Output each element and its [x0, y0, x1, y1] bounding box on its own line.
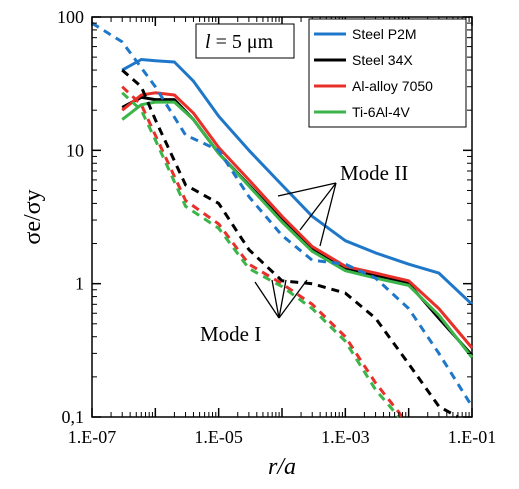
- mode-ii-annotation: Mode II: [277, 161, 408, 247]
- parameter-value: = 5 μm: [211, 31, 274, 53]
- series-line-0-mode-II-solid: [121, 58, 474, 306]
- x-tick-label: 1.E-03: [321, 427, 370, 447]
- parameter-label: l = 5 μm: [205, 31, 274, 53]
- legend-label-steel-34x: Steel 34X: [352, 52, 413, 68]
- legend-label-steel-p2m: Steel P2M: [352, 26, 417, 42]
- parameter-var: l: [205, 31, 211, 53]
- x-axis-title: r/a: [268, 454, 296, 480]
- mode-ii-label: Mode II: [340, 161, 408, 185]
- series-line-5-mode-I-dashed: [121, 68, 459, 419]
- series-line-4-mode-I-dashed: [91, 21, 474, 408]
- parameter-box: [195, 23, 295, 59]
- mode-i-label: Mode I: [200, 322, 261, 346]
- mode-i-annotation: Mode I: [200, 279, 308, 346]
- series-line-3-mode-II-solid: [121, 100, 474, 359]
- mode-ii-pointer: [277, 182, 337, 197]
- y-axis-title: σe/σy: [20, 189, 46, 244]
- y-tick-label: 0,1: [62, 407, 85, 427]
- legend-box: [308, 18, 467, 128]
- mode-ii-pointer: [299, 182, 337, 231]
- mode-i-pointer: [278, 279, 287, 319]
- series-layer: [91, 21, 474, 419]
- series-line-6-mode-I-dashed: [121, 85, 404, 418]
- series-line-7-mode-I-dashed: [121, 91, 401, 418]
- x-tick-label: 1.E-05: [194, 427, 243, 447]
- legend-label-ti-6al-4v: Ti-6Al-4V: [352, 104, 410, 120]
- mode-ii-pointer: [319, 182, 337, 247]
- legend-label-al-alloy: Al-alloy 7050: [352, 78, 433, 94]
- axes-layer: 1.E-07 1.E-05 1.E-03 1.E-01 0,1 1 10 100: [57, 7, 496, 447]
- y-tick-label: 1: [75, 274, 84, 294]
- mode-i-pointer: [254, 281, 280, 319]
- legend: Steel P2M Steel 34X Al-alloy 7050 Ti-6Al…: [308, 18, 467, 128]
- x-tick-label: 1.E-01: [448, 427, 497, 447]
- y-tick-label: 10: [66, 140, 84, 160]
- mode-i-pointer: [271, 279, 280, 319]
- mode-i-pointer: [278, 279, 308, 319]
- y-tick-label: 100: [57, 7, 84, 27]
- x-tick-label: 1.E-07: [68, 427, 117, 447]
